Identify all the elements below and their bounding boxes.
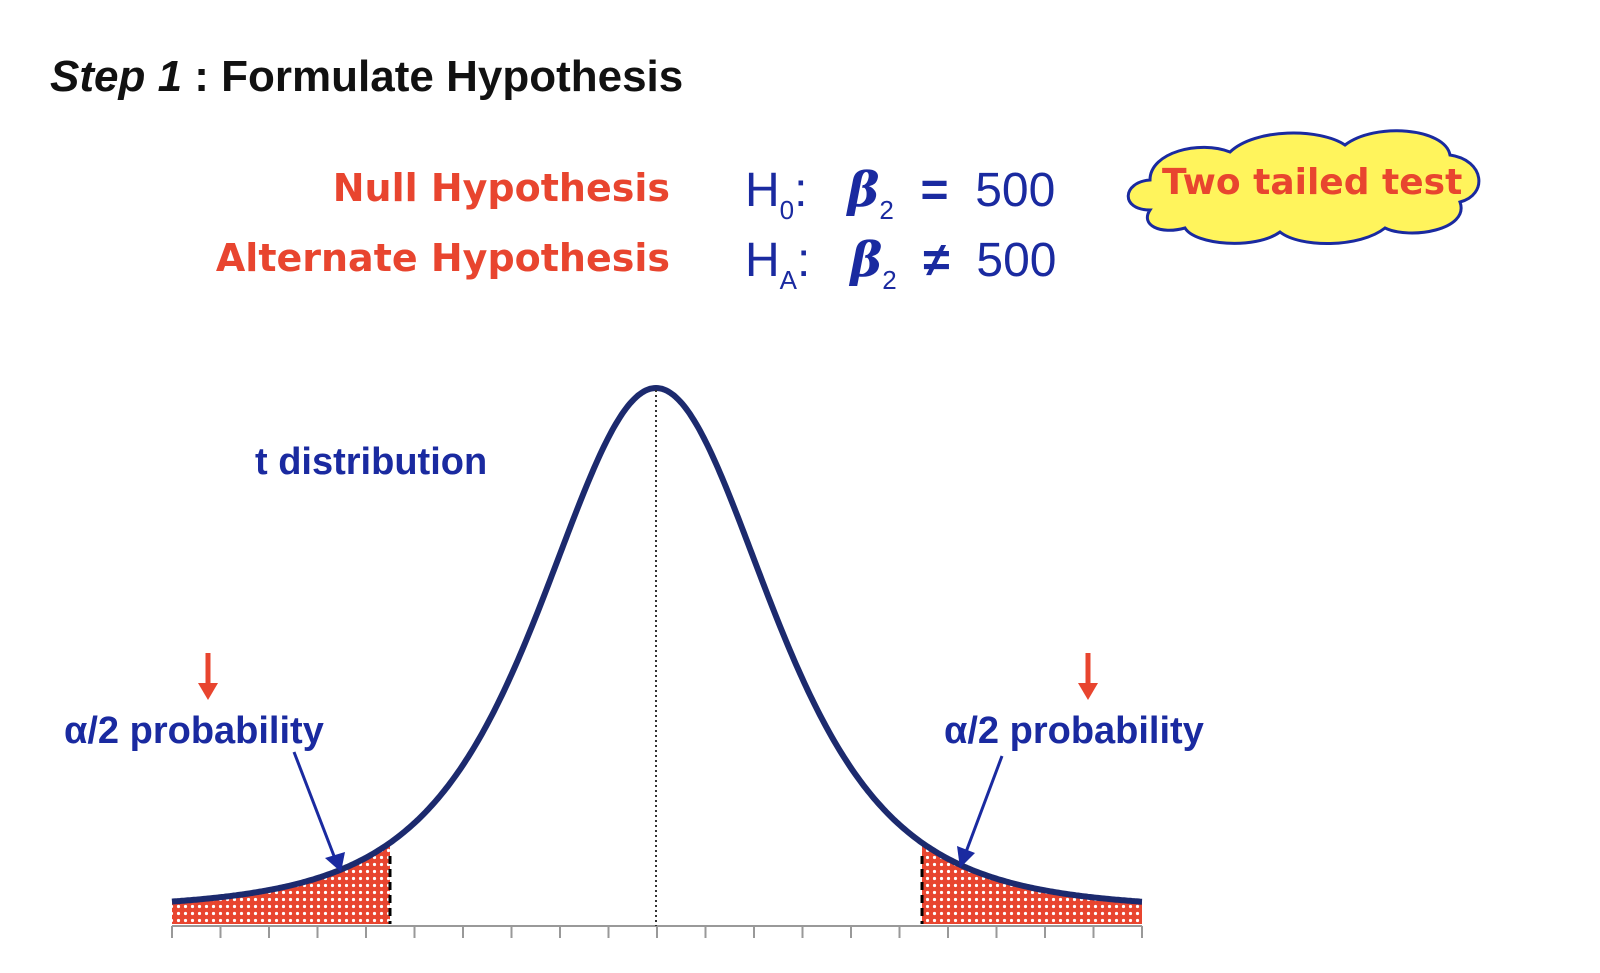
alt-beta-symbol: β xyxy=(850,232,883,288)
two-tailed-cloud-callout: Two tailed test xyxy=(1126,129,1481,246)
alt-beta-subscript: 2 xyxy=(882,264,897,295)
t-distribution-curve xyxy=(171,384,1143,905)
cloud-text: Two tailed test xyxy=(1162,162,1462,203)
right-tail-region xyxy=(922,842,1142,924)
title-text: : Formulate Hypothesis xyxy=(182,52,684,101)
null-operator: = xyxy=(920,164,949,217)
null-beta-symbol: β xyxy=(847,162,880,218)
x-axis-ticks xyxy=(171,926,1143,938)
left-tail-label: α/2 probability xyxy=(64,710,324,752)
right-blue-pointer-arrow xyxy=(957,755,1004,868)
alt-h-subscript: A xyxy=(779,264,798,295)
null-h-subscript: 0 xyxy=(779,194,795,225)
null-hypothesis-equation: H0: β2 = 500 xyxy=(745,162,1056,225)
null-hypothesis-label: Null Hypothesis xyxy=(332,166,670,210)
title-step: Step 1 xyxy=(50,52,183,101)
right-red-down-arrow xyxy=(1078,653,1098,700)
cloud-shape xyxy=(1126,129,1481,246)
alt-operator: ≠ xyxy=(923,234,950,287)
distribution-label: t distribution xyxy=(255,441,487,483)
alternate-hypothesis-equation: HA: β2 ≠ 500 xyxy=(745,232,1057,295)
alternate-hypothesis-label: Alternate Hypothesis xyxy=(215,236,670,280)
left-red-down-arrow xyxy=(198,653,218,700)
alt-value: 500 xyxy=(976,234,1057,287)
null-h-symbol: H xyxy=(745,164,780,217)
left-blue-pointer-arrow xyxy=(292,751,345,872)
null-beta-subscript: 2 xyxy=(879,194,894,225)
null-value: 500 xyxy=(975,164,1056,217)
right-tail-label: α/2 probability xyxy=(944,710,1204,752)
alt-h-symbol: H xyxy=(745,234,780,287)
slide-title: Step 1 : Formulate Hypothesis xyxy=(50,52,683,102)
left-tail-region xyxy=(172,842,390,924)
x-axis xyxy=(171,925,1143,938)
